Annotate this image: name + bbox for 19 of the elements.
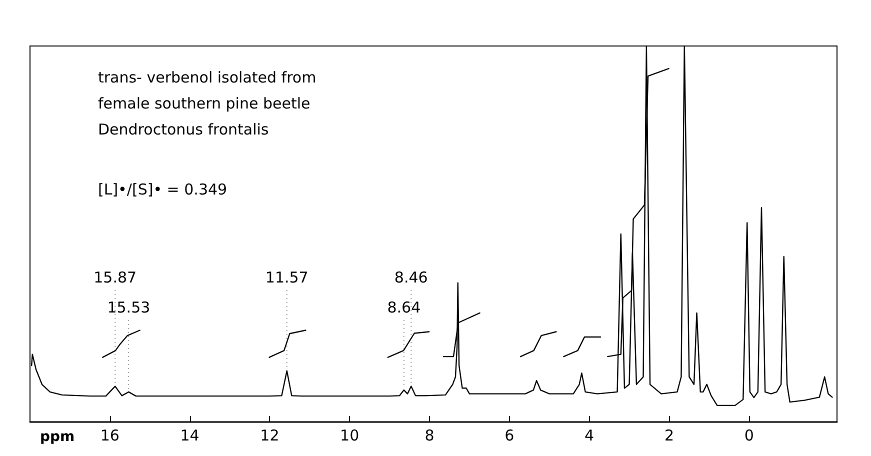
- x-tick-label: 14: [180, 426, 200, 444]
- annotation: 11.57: [265, 268, 308, 286]
- annotation: trans- verbenol isolated from: [98, 68, 316, 86]
- x-tick-label: 4: [584, 426, 594, 444]
- x-tick-label: 10: [340, 426, 360, 444]
- x-axis-title: ppm: [40, 429, 75, 445]
- x-tick-label: 8: [424, 426, 434, 444]
- annotation: Dendroctonus frontalis: [98, 120, 269, 138]
- x-tick-label: 12: [260, 426, 280, 444]
- x-tick-label: 2: [664, 426, 674, 444]
- annotation: 8.46: [394, 268, 428, 286]
- x-tick-label: 16: [100, 426, 120, 444]
- annotation: 8.64: [387, 298, 421, 316]
- annotation: [L]•/[S]• = 0.349: [98, 180, 228, 198]
- x-tick-label: 6: [504, 426, 514, 444]
- annotation: female southern pine beetle: [98, 94, 310, 112]
- annotation: 15.53: [107, 298, 150, 316]
- annotation: 15.87: [94, 268, 137, 286]
- x-tick-label: 0: [744, 426, 754, 444]
